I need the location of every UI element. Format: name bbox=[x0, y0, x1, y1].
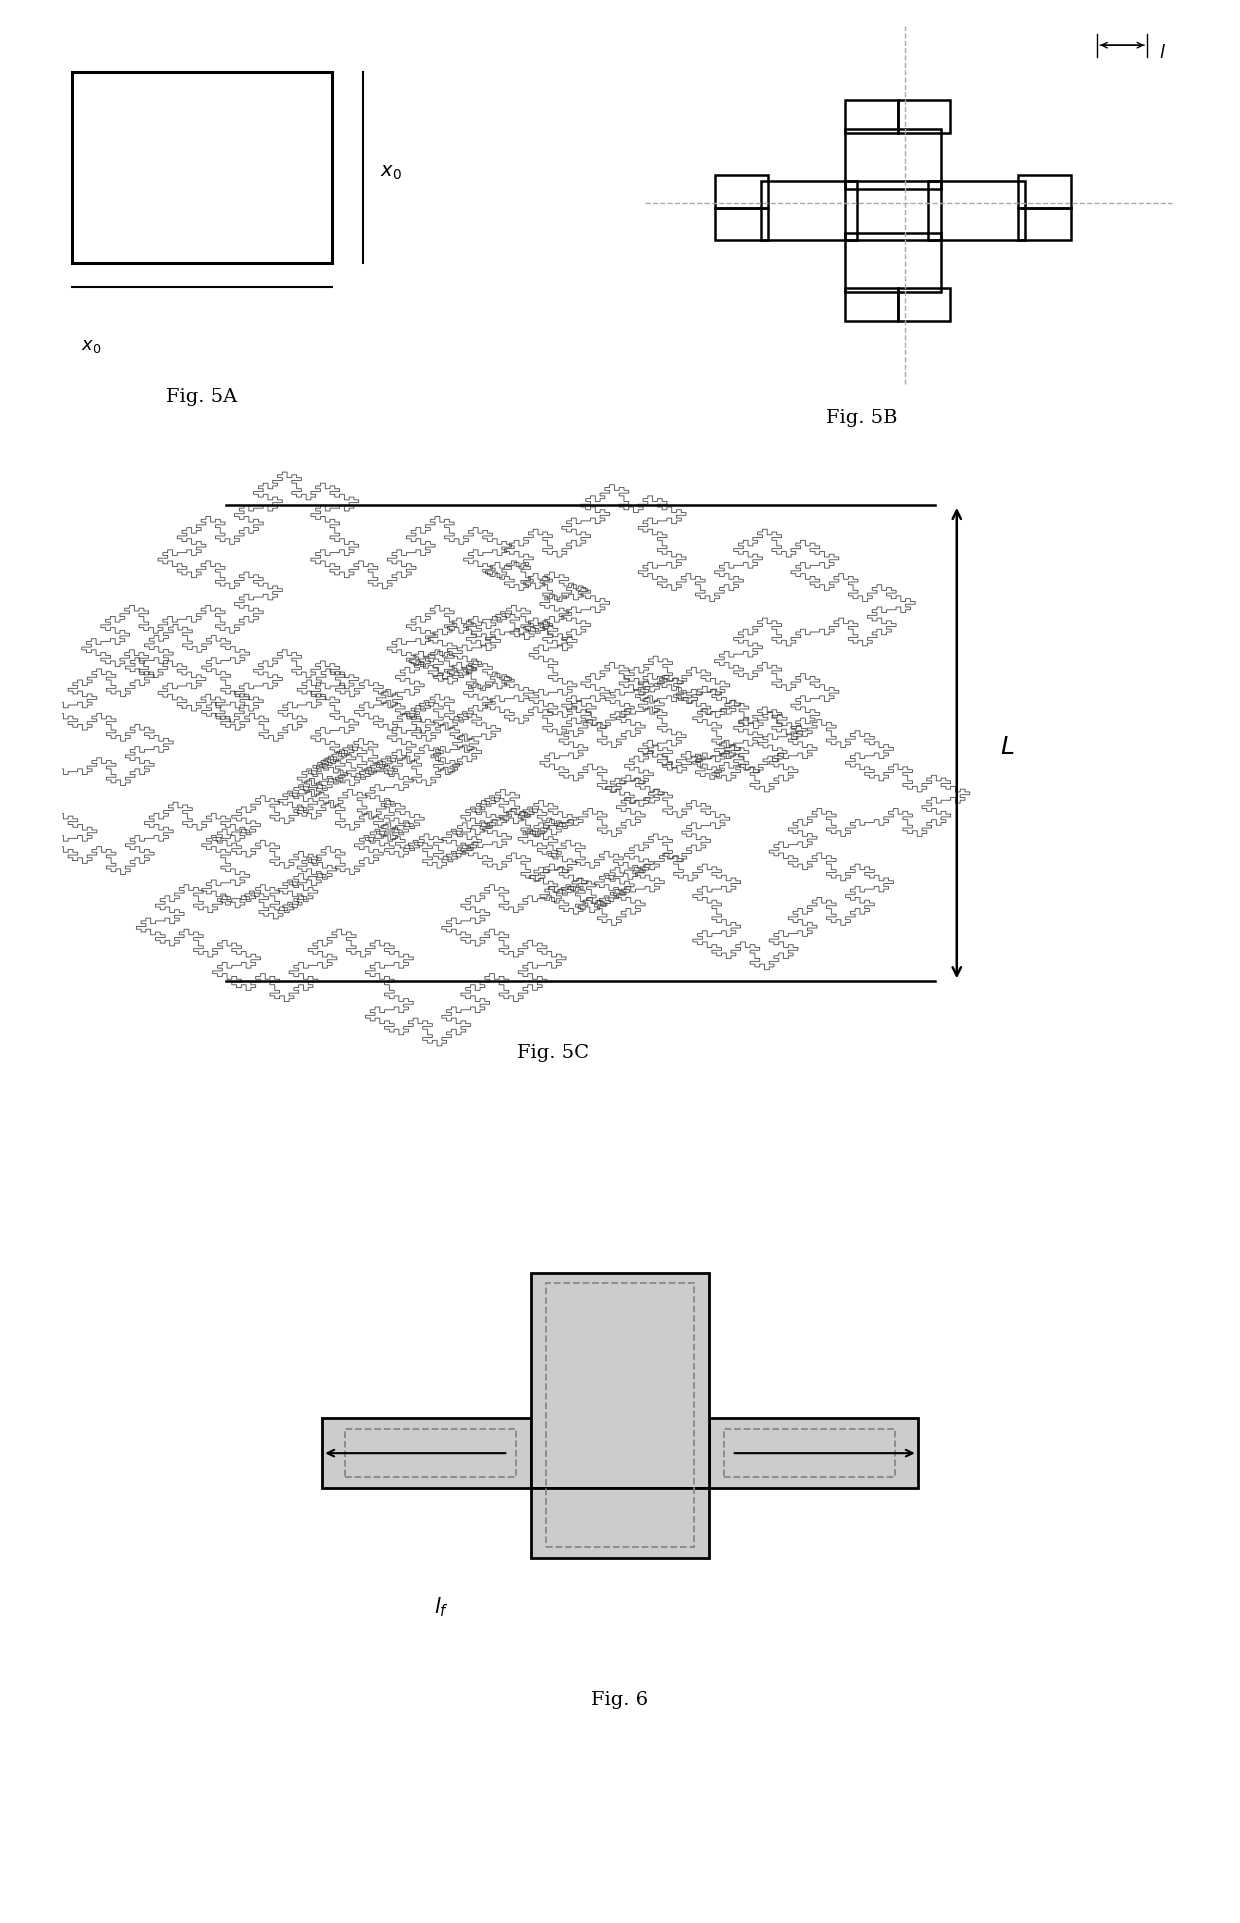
Bar bbox=[322, 1419, 531, 1488]
Bar bbox=[531, 1488, 709, 1558]
Bar bbox=[844, 131, 941, 190]
Bar bbox=[715, 175, 768, 208]
Bar bbox=[898, 288, 951, 321]
Bar bbox=[546, 1285, 694, 1548]
Text: $l$: $l$ bbox=[1159, 44, 1167, 62]
Text: Fig. 5C: Fig. 5C bbox=[517, 1044, 589, 1061]
Bar bbox=[898, 102, 951, 135]
Text: $x_0$: $x_0$ bbox=[81, 337, 100, 356]
Text: Fig. 5B: Fig. 5B bbox=[826, 410, 898, 427]
Bar bbox=[1018, 208, 1070, 242]
Text: $x_0$: $x_0$ bbox=[381, 163, 402, 183]
Bar bbox=[761, 183, 857, 242]
Text: $L$: $L$ bbox=[1001, 735, 1014, 758]
Bar bbox=[715, 208, 768, 242]
Bar bbox=[929, 183, 1024, 242]
Bar bbox=[844, 183, 941, 242]
Bar bbox=[724, 1429, 895, 1477]
Text: $l_f$: $l_f$ bbox=[434, 1594, 449, 1617]
Bar bbox=[844, 235, 941, 294]
Bar bbox=[72, 73, 332, 263]
Bar bbox=[531, 1273, 709, 1488]
Bar bbox=[709, 1419, 918, 1488]
Bar bbox=[345, 1429, 516, 1477]
Text: Fig. 6: Fig. 6 bbox=[591, 1690, 649, 1708]
Bar bbox=[844, 288, 898, 321]
Bar bbox=[844, 102, 898, 135]
Text: Fig. 5A: Fig. 5A bbox=[166, 388, 238, 406]
Bar bbox=[1018, 175, 1070, 208]
